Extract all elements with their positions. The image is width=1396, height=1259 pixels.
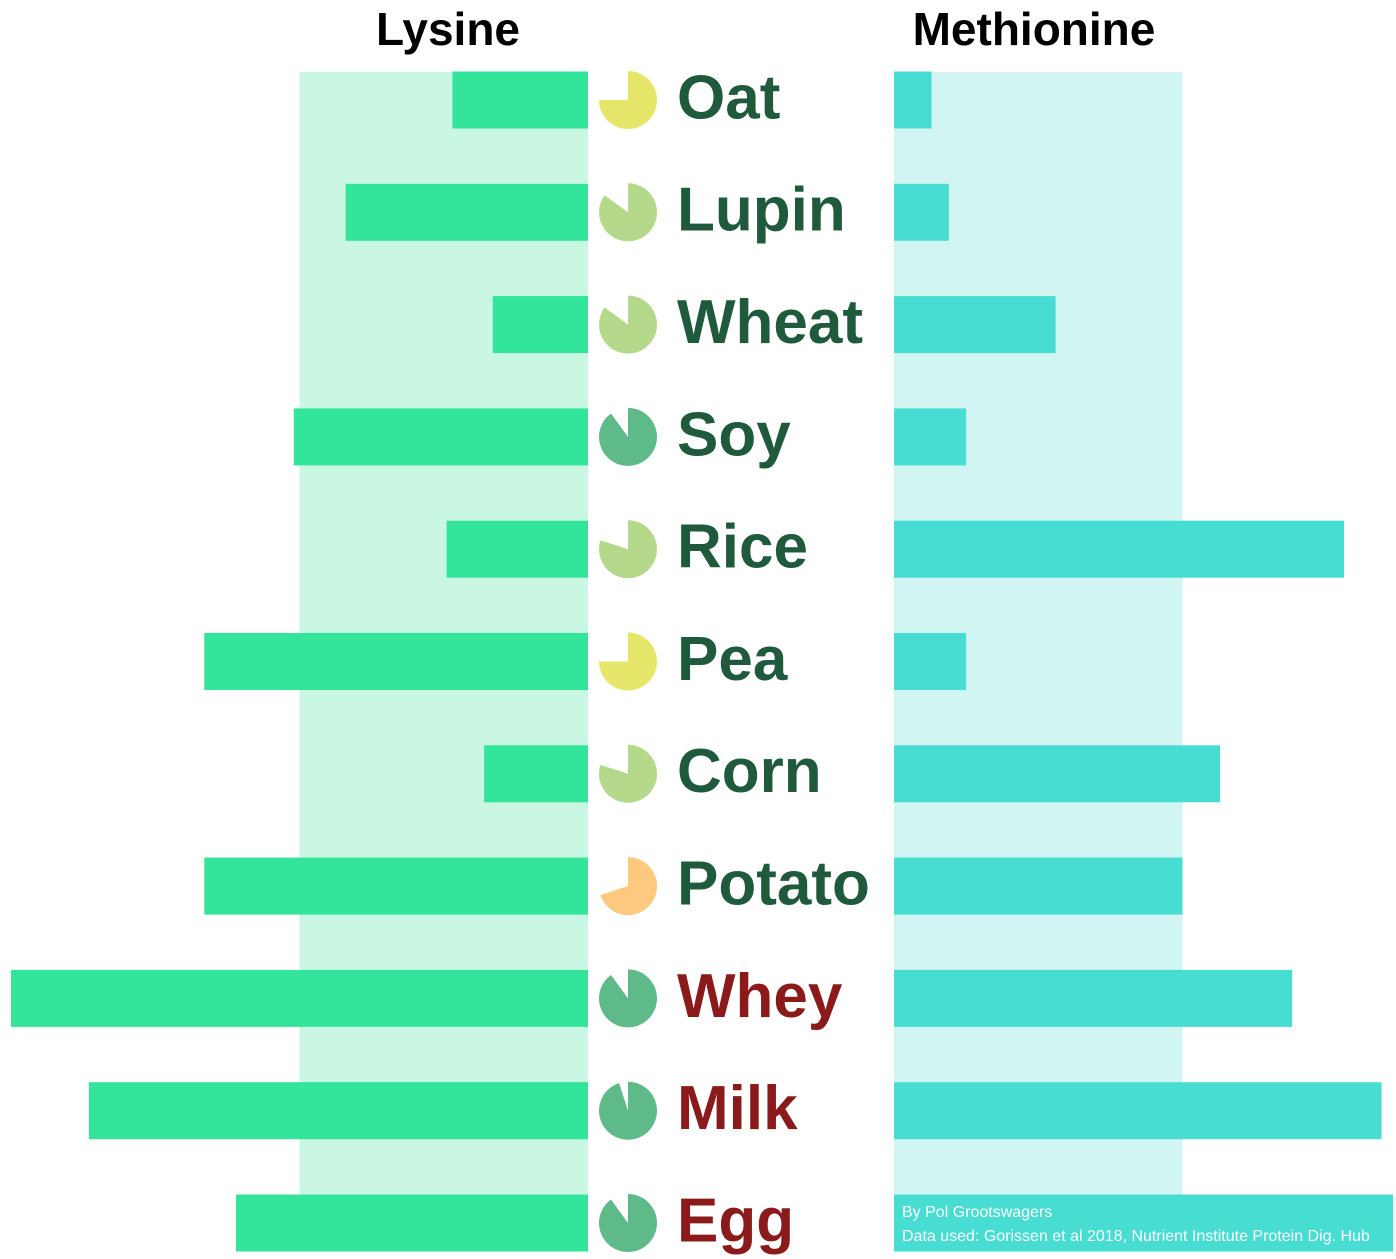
methionine-bar [894,1194,1394,1252]
pie [599,632,657,691]
lysine-bar [204,633,589,690]
category-label: Rice [677,513,808,582]
category-label: Egg [677,1186,794,1255]
lysine-bar [293,408,588,466]
lysine-bar [492,296,588,354]
category-label: Wheat [677,288,863,357]
methionine-bar [894,71,932,129]
methionine-bar [894,296,1056,354]
category-label: Pea [677,625,788,694]
methionine-bar [894,633,967,690]
pie [599,183,657,242]
category-label: Oat [677,63,780,132]
methionine-bar [894,408,967,466]
category-label: Soy [677,400,791,469]
category-label: Lupin [677,176,846,245]
right-title: Methionine [913,3,1156,55]
methionine-bar [894,857,1183,915]
left-title: Lysine [376,3,520,55]
methionine-bar [894,969,1293,1027]
methionine-bar [894,1082,1382,1140]
pie [599,520,657,579]
pie [599,1081,658,1140]
lysine-bar [236,1194,588,1252]
lysine-bar [88,1082,589,1140]
pie [598,1194,657,1252]
methionine-bar [894,183,949,241]
methionine-bar [894,745,1221,803]
credit: Data used: Gorissen et al 2018, Nutrient… [902,1228,1370,1245]
lysine-bar [11,969,588,1027]
category-label: Milk [677,1074,798,1143]
lysine-bar [204,857,589,915]
pie [598,969,657,1028]
pie [599,295,657,354]
lysine-bar [446,520,588,578]
pie [599,407,657,466]
category-label: Whey [677,962,843,1031]
lysine-bar [345,183,588,241]
lysine-bar [484,745,588,803]
lysine-bar [452,71,588,129]
category-label: Corn [677,737,822,806]
pie [599,744,657,803]
category-label: Potato [677,849,870,918]
pie [600,857,658,916]
pie [599,71,657,129]
credit: By Pol Grootswagers [902,1204,1052,1221]
methionine-bar [894,520,1345,578]
